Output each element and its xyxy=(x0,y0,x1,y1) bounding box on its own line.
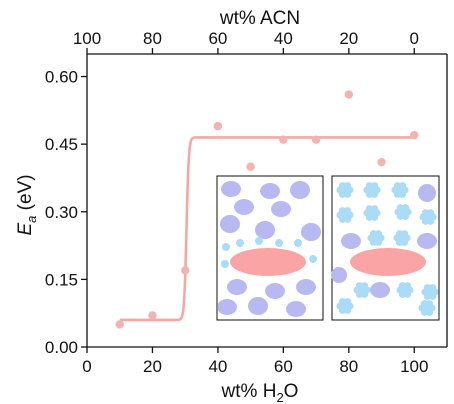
y-tick-label-4: 0.60 xyxy=(45,68,78,87)
blob xyxy=(218,299,237,315)
acn-cluster xyxy=(363,182,381,198)
x-axis-title-suffix: O xyxy=(284,381,299,402)
blob xyxy=(418,184,436,202)
blob xyxy=(221,181,241,197)
fit-curve xyxy=(119,136,415,322)
y-tick-label-3: 0.45 xyxy=(45,135,78,154)
acn-cluster xyxy=(419,209,437,225)
acn-cluster xyxy=(353,282,371,298)
x-tick-label-3: 60 xyxy=(274,357,293,376)
solute-ellipse xyxy=(350,248,426,276)
y-axis-title-main: E xyxy=(15,223,36,236)
blob xyxy=(220,215,240,233)
y-tick-label-2: 0.30 xyxy=(45,203,78,222)
acn-cluster xyxy=(336,298,354,314)
acn-cluster-core xyxy=(341,186,349,194)
acn-cluster xyxy=(418,300,436,316)
x-tick-label-1: 20 xyxy=(143,357,162,376)
x-tick-label-2: 40 xyxy=(208,357,227,376)
blob xyxy=(248,297,268,315)
acn-cluster xyxy=(421,284,439,300)
acn-cluster-core xyxy=(368,186,376,194)
blob xyxy=(341,233,361,249)
blob xyxy=(234,199,254,215)
blob xyxy=(255,221,275,239)
water-dot xyxy=(309,255,317,263)
acn-cluster xyxy=(363,205,381,221)
water-dot xyxy=(255,237,263,245)
y-tick-label-0: 0.00 xyxy=(45,338,78,357)
x2-tick-label-5: 0 xyxy=(410,29,419,48)
inset-water-rich-schematic xyxy=(216,175,324,321)
y-tick-label-1: 0.15 xyxy=(45,270,78,289)
acn-cluster-core xyxy=(423,304,431,312)
acn-cluster-core xyxy=(398,234,406,242)
data-point-5 xyxy=(279,135,288,144)
inset-left-content xyxy=(218,181,321,317)
x2-tick-label-3: 40 xyxy=(274,29,293,48)
acn-cluster xyxy=(336,182,354,198)
x-tick-label-4: 80 xyxy=(339,357,358,376)
blob xyxy=(296,279,316,295)
water-dot xyxy=(222,243,230,251)
acn-cluster xyxy=(336,207,354,223)
data-point-6 xyxy=(311,135,321,144)
data-point-2 xyxy=(180,266,190,275)
x2-axis-title: wt% ACN xyxy=(219,8,300,29)
acn-cluster-core xyxy=(399,208,407,216)
data-point-0 xyxy=(115,320,124,329)
x2-tick-label-4: 20 xyxy=(339,29,358,48)
x-tick-label-5: 100 xyxy=(400,357,428,376)
acn-cluster-core xyxy=(424,213,432,221)
acn-cluster-core xyxy=(341,302,349,310)
acn-cluster xyxy=(391,182,409,198)
water-dot xyxy=(236,239,244,247)
water-dot xyxy=(221,260,229,268)
y-axis-title: Ea (eV) xyxy=(15,174,39,235)
blob xyxy=(286,301,306,317)
y-axis-title-sub: a xyxy=(24,216,39,223)
x2-tick-label-0: 100 xyxy=(73,29,101,48)
data-point-3 xyxy=(213,121,223,131)
water-dot xyxy=(294,239,302,247)
x2-tick-label-2: 60 xyxy=(208,29,227,48)
blob xyxy=(265,283,285,299)
x-axis-title-prefix: wt% H xyxy=(221,381,277,402)
water-dot xyxy=(275,239,283,247)
acn-cluster-core xyxy=(368,209,376,217)
acn-cluster xyxy=(367,230,385,246)
inset-acn-rich-schematic xyxy=(331,175,440,321)
blob xyxy=(417,233,437,249)
blob xyxy=(331,267,347,283)
inset-right-content xyxy=(336,182,439,316)
x-axis-title: wt% H2O xyxy=(221,381,299,404)
blob xyxy=(271,201,291,217)
acn-cluster xyxy=(394,204,412,220)
data-point-9 xyxy=(410,130,419,140)
blob xyxy=(370,282,390,298)
blob xyxy=(301,223,321,241)
solute-ellipse xyxy=(230,248,306,276)
data-point-7 xyxy=(344,90,354,99)
acn-cluster-core xyxy=(401,286,409,294)
acn-cluster-core xyxy=(396,186,404,194)
x2-tick-label-1: 80 xyxy=(143,29,162,48)
x-tick-label-0: 0 xyxy=(82,357,91,376)
data-point-4 xyxy=(246,162,255,171)
blob xyxy=(227,279,247,295)
acn-cluster xyxy=(396,282,414,298)
blob xyxy=(260,183,280,199)
acn-cluster-core xyxy=(372,234,380,242)
acn-cluster-core xyxy=(341,211,349,219)
data-point-1 xyxy=(148,311,157,320)
acn-cluster xyxy=(393,230,411,246)
acn-cluster-core xyxy=(358,286,366,294)
blob xyxy=(290,181,310,199)
x-axis-title-sub: 2 xyxy=(276,390,283,404)
y-axis-title-unit: (eV) xyxy=(15,174,36,215)
acn-cluster-core xyxy=(426,288,434,296)
data-point-8 xyxy=(377,157,386,167)
